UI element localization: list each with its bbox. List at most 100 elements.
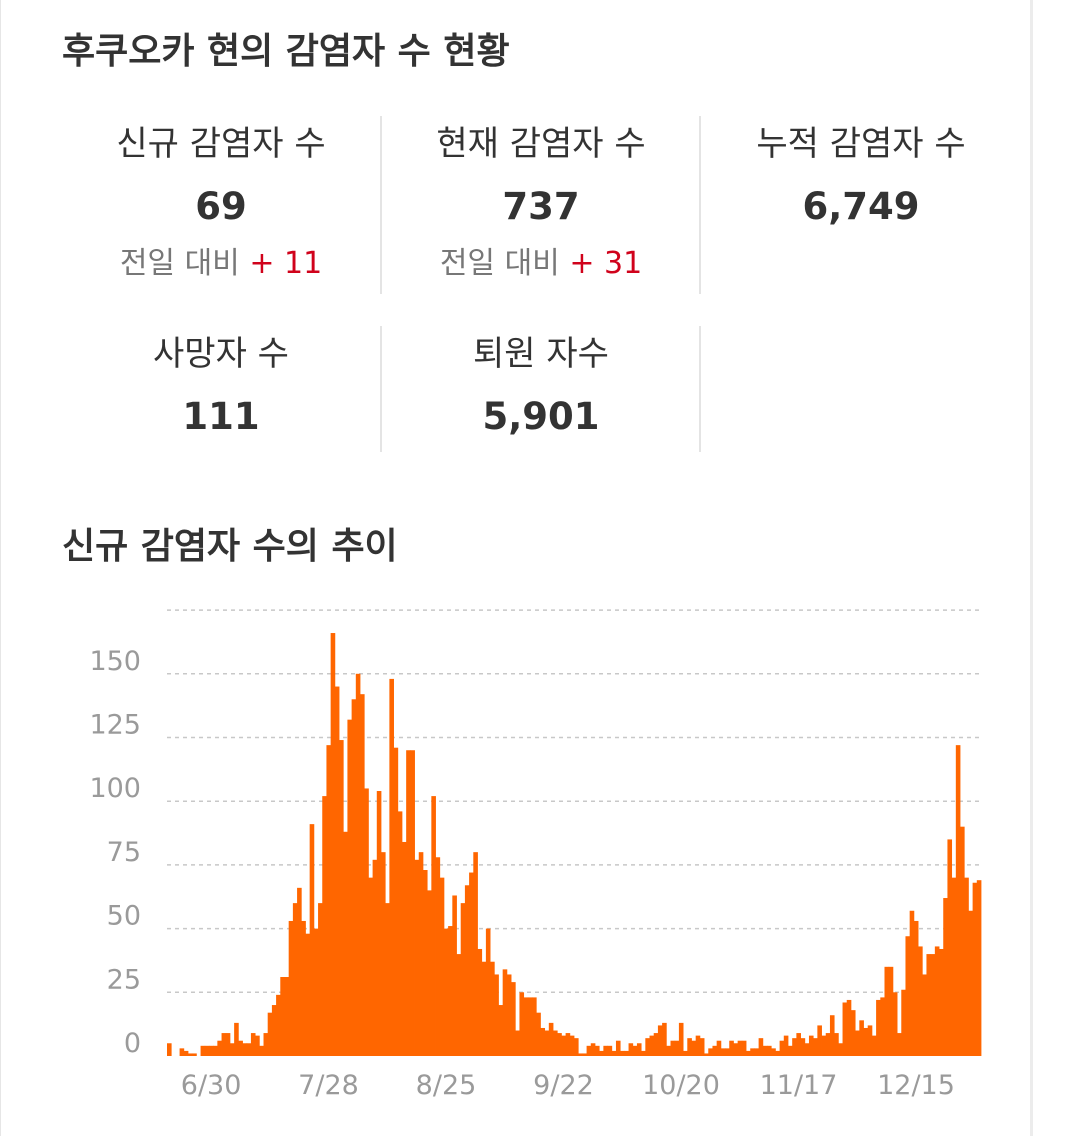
bar — [775, 1050, 780, 1056]
bar — [905, 936, 911, 1056]
bar — [846, 999, 852, 1056]
bar — [632, 1045, 638, 1056]
stat-value: 6,749 — [802, 185, 920, 228]
stat-deaths: 사망자 수 111 — [61, 334, 381, 438]
stat-label: 누적 감염자 수 — [756, 124, 966, 164]
stat-delta: 전일 대비 + 31 — [381, 246, 701, 282]
bar — [477, 948, 483, 1056]
bar — [645, 1038, 650, 1056]
bar — [758, 1038, 764, 1056]
bar — [502, 969, 508, 1056]
bar — [855, 1030, 860, 1056]
bar — [376, 791, 382, 1056]
bar — [238, 1040, 243, 1056]
bar — [767, 1045, 772, 1056]
bar — [599, 1050, 604, 1056]
bar — [842, 1002, 848, 1056]
bar — [850, 1010, 856, 1056]
stat-label: 현재 감염자 수 — [436, 124, 646, 164]
bar — [393, 747, 399, 1056]
bar — [548, 1022, 554, 1056]
bar — [934, 946, 940, 1056]
y-tick-label: 25 — [107, 964, 141, 995]
bar — [653, 1033, 659, 1056]
bar — [506, 974, 512, 1056]
bar — [607, 1045, 613, 1056]
bar — [867, 1025, 873, 1056]
bar — [641, 1050, 646, 1056]
bar — [897, 1033, 902, 1056]
bar — [204, 1045, 210, 1056]
stat-label: 사망자 수 — [153, 334, 289, 374]
bar — [355, 673, 361, 1056]
bar — [586, 1045, 592, 1056]
bar — [876, 999, 881, 1056]
bar — [322, 796, 327, 1056]
bar — [838, 1043, 843, 1056]
bar — [452, 895, 457, 1056]
bar — [582, 1053, 587, 1056]
bar — [255, 1035, 260, 1056]
bar — [808, 1035, 814, 1056]
bar — [825, 1033, 831, 1056]
stat-current-cases: 현재 감염자 수 737 전일 대비 + 31 — [381, 124, 701, 282]
bar — [313, 928, 319, 1056]
bar — [351, 699, 357, 1056]
bar — [435, 857, 441, 1056]
bar — [553, 1030, 558, 1056]
bar — [217, 1040, 222, 1056]
stat-label: 퇴원 자수 — [473, 334, 609, 374]
bar — [192, 1053, 197, 1056]
bar — [536, 1012, 541, 1056]
bar — [515, 1030, 520, 1056]
bar — [779, 1040, 785, 1056]
bar — [229, 1043, 235, 1056]
bar — [964, 877, 969, 1056]
bar — [418, 852, 424, 1056]
stat-delta: 전일 대비 + 11 — [61, 246, 381, 282]
bar — [473, 852, 478, 1056]
bar — [208, 1045, 214, 1056]
bar — [796, 1033, 801, 1056]
bar — [410, 750, 415, 1056]
y-tick-label: 50 — [107, 901, 141, 932]
bar — [620, 1050, 625, 1056]
bar — [519, 992, 525, 1056]
bar — [267, 1012, 273, 1056]
y-tick-label: 0 — [124, 1028, 141, 1059]
bar — [234, 1022, 239, 1056]
stat-discharged: 퇴원 자수 5,901 — [381, 334, 701, 438]
bar — [578, 1053, 583, 1056]
y-tick-label: 100 — [89, 773, 141, 804]
bar — [385, 903, 390, 1056]
bar — [485, 928, 491, 1056]
bar — [871, 1035, 877, 1056]
bar — [343, 831, 348, 1056]
bar — [783, 1035, 789, 1056]
bar — [590, 1043, 596, 1056]
bar — [565, 1033, 571, 1056]
x-tick-label: 8/25 — [416, 1070, 477, 1101]
stat-label: 신규 감염자 수 — [116, 124, 326, 164]
bar — [951, 877, 957, 1056]
bar — [666, 1045, 671, 1056]
stat-new-cases: 신규 감염자 수 69 전일 대비 + 11 — [61, 124, 381, 282]
bar — [271, 1005, 277, 1056]
bar — [292, 903, 298, 1056]
bar — [481, 961, 487, 1056]
bar — [909, 910, 915, 1056]
bar — [976, 880, 982, 1056]
new-cases-bar-chart: 0 25 50 75 100 125 150 6/30 7/28 8/25 9/22 10/20 11/… — [89, 609, 982, 1101]
stat-value: 737 — [502, 185, 580, 228]
bar — [678, 1022, 684, 1056]
bar — [422, 870, 428, 1056]
bar — [746, 1050, 751, 1056]
scrollbar[interactable] — [1030, 0, 1033, 1136]
bar — [729, 1040, 734, 1056]
bar — [297, 887, 302, 1056]
bar — [939, 948, 944, 1056]
column-divider — [699, 116, 701, 294]
bar — [167, 1043, 172, 1056]
bar — [301, 920, 306, 1056]
bar — [960, 826, 965, 1056]
